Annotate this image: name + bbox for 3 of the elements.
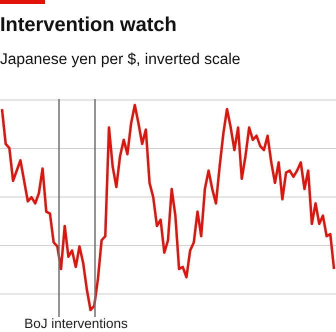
text: BoJ interventions (24, 316, 128, 331)
chart-subtitle: Japanese yen per $, inverted scale (0, 51, 240, 68)
chart-title: Intervention watch (0, 14, 177, 36)
